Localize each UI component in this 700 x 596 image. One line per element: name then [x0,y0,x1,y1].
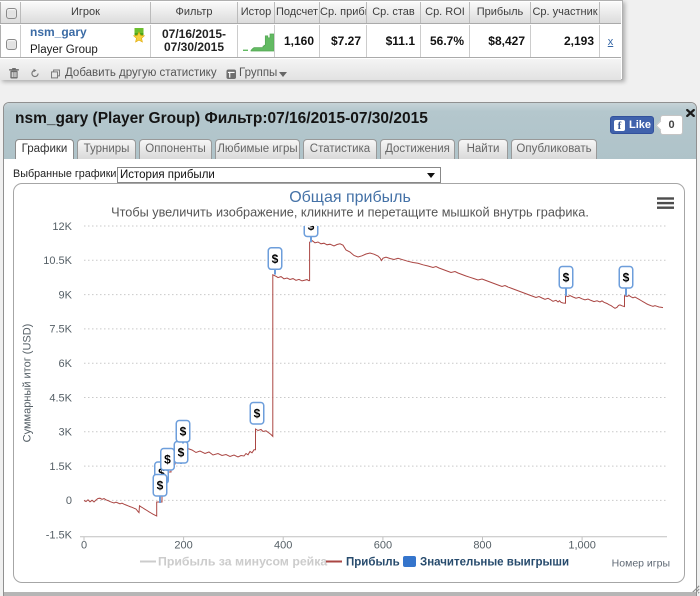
svg-text:Прибыль за минусом рейка: Прибыль за минусом рейка [158,555,327,569]
svg-text:$: $ [158,466,165,480]
svg-text:9K: 9K [59,289,73,301]
svg-text:Суммарный итог (USD): Суммарный итог (USD) [22,324,34,443]
svg-text:-1.5K: -1.5K [46,530,73,542]
svg-text:$: $ [157,479,164,493]
svg-text:0: 0 [81,540,87,552]
svg-text:4.5K: 4.5K [49,392,72,404]
svg-text:Прибыль: Прибыль [346,557,400,569]
svg-text:7.5K: 7.5K [49,324,72,336]
svg-text:Общая прибыль: Общая прибыль [289,189,411,206]
svg-text:Значительные выигрыши: Значительные выигрыши [420,557,569,569]
svg-text:$: $ [178,446,185,460]
svg-text:$: $ [308,219,315,233]
svg-text:6K: 6K [59,358,73,370]
svg-text:200: 200 [174,540,192,552]
svg-text:800: 800 [473,540,491,552]
svg-text:$: $ [180,425,187,439]
svg-text:400: 400 [274,540,292,552]
svg-text:Чтобы увеличить изображение, к: Чтобы увеличить изображение, кликните и … [111,206,589,220]
svg-text:$: $ [623,271,630,285]
svg-text:1.5K: 1.5K [49,461,72,473]
svg-text:0: 0 [66,495,72,507]
svg-text:$: $ [272,252,279,266]
svg-text:Номер игры: Номер игры [612,558,670,570]
svg-text:3K: 3K [59,427,73,439]
svg-text:12K: 12K [52,221,72,233]
svg-text:$: $ [563,271,570,285]
svg-text:10.5K: 10.5K [43,255,72,267]
svg-text:600: 600 [374,540,392,552]
svg-text:1,000: 1,000 [568,540,596,552]
svg-text:$: $ [254,407,261,421]
svg-text:$: $ [164,453,171,467]
